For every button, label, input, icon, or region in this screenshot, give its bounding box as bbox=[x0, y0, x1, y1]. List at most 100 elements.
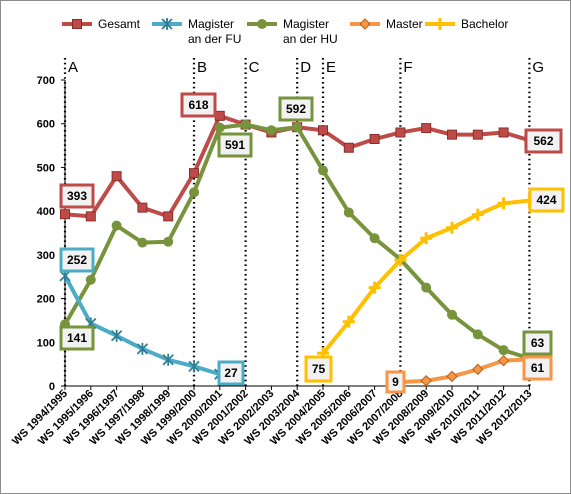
point-marker bbox=[368, 281, 381, 294]
point-marker bbox=[395, 127, 406, 138]
callout-box bbox=[59, 325, 95, 351]
point-marker bbox=[369, 134, 380, 145]
callout-box bbox=[59, 183, 95, 209]
legend-label: an der FU bbox=[188, 32, 241, 46]
point-marker bbox=[343, 207, 354, 218]
point-marker bbox=[189, 187, 199, 198]
callout-box bbox=[524, 128, 563, 154]
legend-item-gesamt: Gesamt bbox=[62, 17, 141, 31]
point-marker bbox=[369, 233, 380, 244]
callout-box bbox=[522, 355, 553, 381]
y-tick-label: 0 bbox=[49, 381, 55, 393]
point-marker bbox=[110, 329, 123, 342]
point-marker bbox=[472, 363, 484, 376]
legend-label: Gesamt bbox=[98, 17, 141, 31]
callout-value: 61 bbox=[531, 361, 545, 375]
point-marker bbox=[163, 211, 174, 222]
callout-gesamt-393: 393 bbox=[59, 183, 95, 209]
point-marker bbox=[446, 370, 458, 383]
callout-box bbox=[528, 187, 565, 213]
phase-label-e: E bbox=[326, 59, 336, 76]
phase-label-c: C bbox=[249, 59, 260, 76]
point-marker bbox=[421, 123, 432, 134]
point-marker bbox=[60, 209, 70, 220]
series-master bbox=[394, 353, 536, 388]
series-line bbox=[321, 198, 530, 355]
point-marker bbox=[111, 171, 122, 182]
point-marker bbox=[447, 309, 457, 320]
point-marker bbox=[214, 110, 225, 121]
point-marker bbox=[257, 19, 267, 29]
point-marker bbox=[421, 282, 432, 293]
y-tick-label: 500 bbox=[37, 162, 55, 174]
callout-bachelor-75: 75 bbox=[304, 355, 333, 383]
point-marker bbox=[85, 211, 96, 222]
series-hu bbox=[60, 119, 535, 364]
point-marker bbox=[472, 329, 483, 340]
callout-box bbox=[59, 247, 95, 273]
callout-box bbox=[522, 330, 553, 356]
phase-label-g: G bbox=[532, 59, 544, 76]
y-tick-label: 300 bbox=[37, 250, 55, 262]
legend-label: Master bbox=[386, 17, 423, 31]
callout-value: 63 bbox=[531, 336, 545, 350]
callout-value: 75 bbox=[312, 362, 326, 376]
callout-value: 393 bbox=[67, 189, 87, 203]
point-marker bbox=[342, 315, 355, 328]
callout-fu-27: 27 bbox=[217, 360, 245, 386]
callout-box bbox=[304, 355, 333, 383]
point-marker bbox=[497, 354, 510, 367]
point-marker bbox=[136, 342, 149, 355]
legend-label: an der HU bbox=[283, 32, 338, 46]
point-marker bbox=[447, 129, 457, 140]
callout-box bbox=[217, 360, 245, 386]
callout-value: 252 bbox=[67, 253, 87, 267]
point-marker bbox=[420, 232, 433, 245]
callout-value: 562 bbox=[533, 134, 553, 148]
callout-value: 592 bbox=[286, 102, 306, 116]
callout-hu-591: 591 bbox=[217, 132, 253, 158]
callout-fu-252: 252 bbox=[59, 247, 95, 273]
point-marker bbox=[163, 236, 174, 247]
callout-master-61: 61 bbox=[522, 355, 553, 381]
point-marker bbox=[394, 254, 407, 267]
point-marker bbox=[292, 122, 303, 133]
callout-box bbox=[385, 370, 406, 394]
legend-label: Magister bbox=[188, 17, 234, 31]
callout-master-9: 9 bbox=[385, 370, 406, 394]
series-line bbox=[400, 357, 530, 385]
point-marker bbox=[214, 122, 225, 133]
y-tick-label: 700 bbox=[37, 75, 55, 87]
y-tick-label: 400 bbox=[37, 206, 55, 218]
callout-hu-141: 141 bbox=[59, 325, 95, 351]
callout-hu-592: 592 bbox=[278, 96, 314, 122]
phase-label-f: F bbox=[403, 59, 412, 76]
callout-value: 9 bbox=[392, 375, 399, 389]
callout-hu-63: 63 bbox=[522, 330, 553, 356]
point-marker bbox=[72, 19, 82, 29]
phase-label-d: D bbox=[300, 59, 311, 76]
legend-label: Bachelor bbox=[461, 17, 508, 31]
point-marker bbox=[434, 18, 446, 30]
point-marker bbox=[137, 237, 148, 248]
callout-value: 27 bbox=[224, 366, 238, 380]
point-marker bbox=[161, 18, 173, 30]
point-marker bbox=[497, 197, 510, 210]
y-tick-label: 200 bbox=[37, 294, 55, 306]
point-marker bbox=[420, 375, 432, 387]
point-marker bbox=[359, 18, 371, 30]
point-marker bbox=[111, 220, 122, 231]
callout-gesamt-618: 618 bbox=[180, 92, 217, 118]
callout-value: 424 bbox=[536, 193, 556, 207]
series-bachelor bbox=[317, 194, 536, 360]
phase-label-a: A bbox=[68, 59, 78, 76]
point-marker bbox=[343, 142, 354, 153]
legend-label: Magister bbox=[283, 17, 329, 31]
callouts: 393 252 141 618 591 592 27 75 9 562 424 63 61 bbox=[59, 92, 565, 394]
callout-box bbox=[278, 96, 314, 122]
legend-item-master: Master bbox=[350, 17, 423, 31]
